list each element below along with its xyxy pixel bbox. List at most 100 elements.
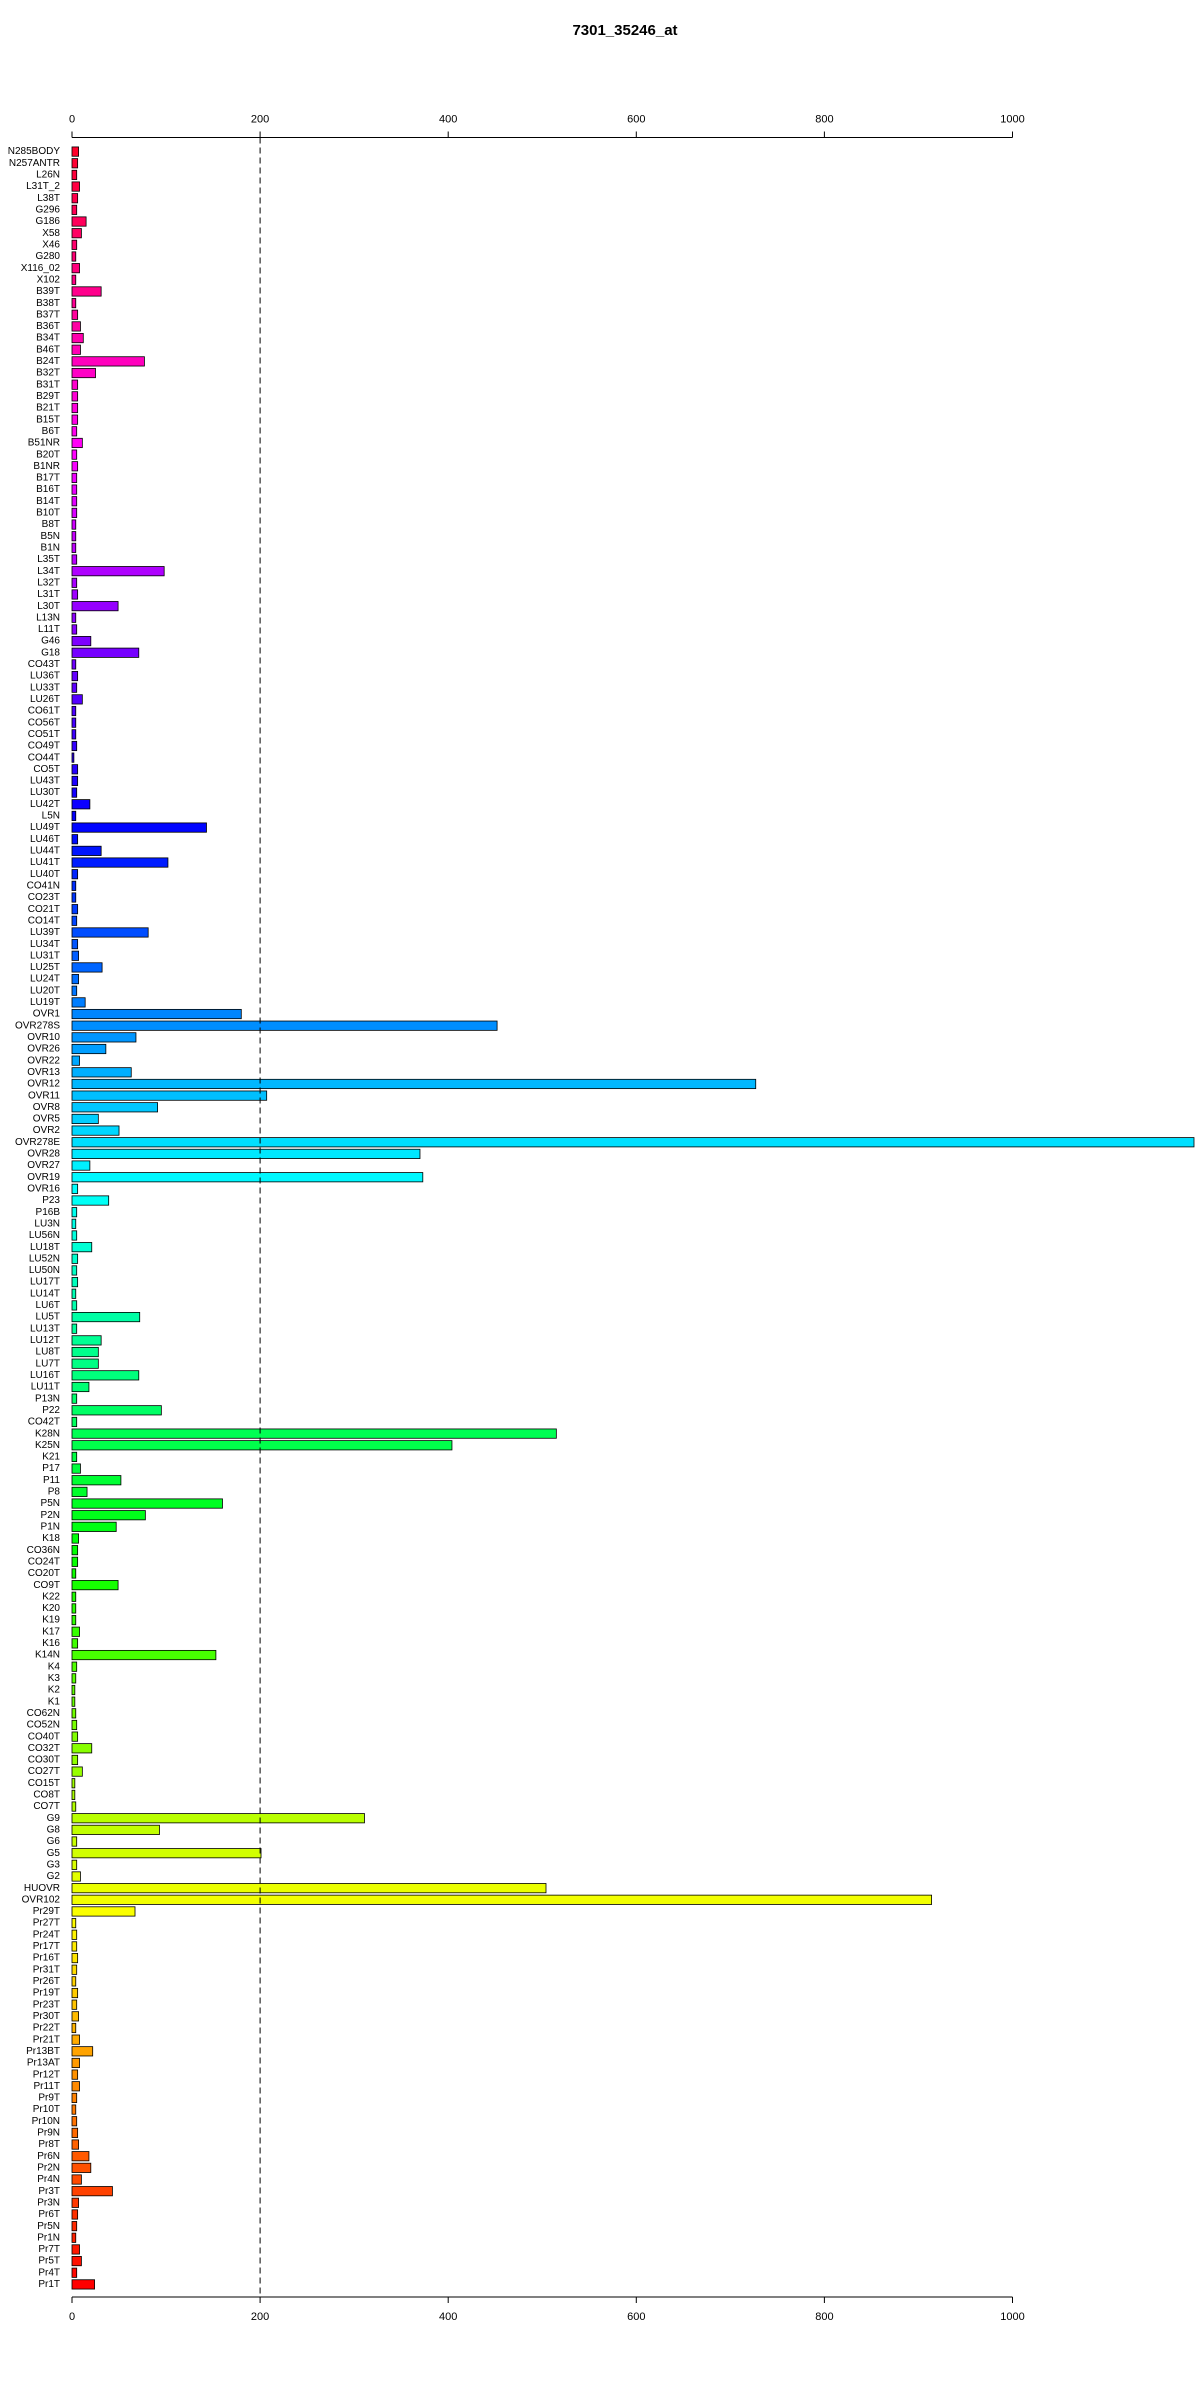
y-tick-label: B14T bbox=[36, 496, 60, 507]
y-tick-label: Pr4N bbox=[37, 2174, 60, 2185]
y-tick-label: Pr5T bbox=[38, 2256, 60, 2267]
y-tick-label: P22 bbox=[42, 1405, 60, 1416]
bar bbox=[71, 1043, 107, 1055]
bar bbox=[71, 1358, 99, 1369]
bar bbox=[71, 834, 79, 845]
bar bbox=[71, 146, 79, 157]
bar bbox=[71, 402, 79, 414]
y-tick-label: B51NR bbox=[28, 438, 60, 449]
bar bbox=[71, 1615, 77, 1626]
bar bbox=[71, 344, 81, 355]
bar bbox=[71, 1020, 498, 1031]
bar bbox=[71, 239, 78, 250]
bar bbox=[71, 857, 169, 868]
y-tick-label: CO14T bbox=[28, 915, 60, 926]
x-tick-label: 1000 bbox=[1000, 2311, 1024, 2323]
bar bbox=[71, 1848, 262, 1859]
y-tick-label: L38T bbox=[37, 193, 60, 204]
bar bbox=[71, 228, 82, 239]
bar bbox=[71, 1684, 76, 1696]
bar bbox=[71, 2221, 78, 2232]
bar bbox=[71, 158, 79, 169]
y-tick-label: OVR1 bbox=[33, 1009, 61, 1020]
y-tick-label: LU3N bbox=[34, 1218, 60, 1229]
y-tick-label: Pr1N bbox=[37, 2232, 60, 2243]
bar bbox=[71, 822, 207, 833]
y-tick-label: HUOVR bbox=[24, 1883, 60, 1894]
bar bbox=[71, 880, 77, 891]
y-tick-label: Pr30T bbox=[33, 2011, 60, 2022]
bar bbox=[71, 1230, 78, 1241]
bar bbox=[71, 904, 79, 915]
y-tick-label: G296 bbox=[36, 205, 61, 216]
bar bbox=[71, 1580, 119, 1591]
y-tick-label: L32T bbox=[37, 577, 60, 588]
bar bbox=[71, 181, 80, 192]
y-tick-label: Pr8T bbox=[38, 2139, 60, 2150]
bar bbox=[71, 717, 77, 728]
y-tick-label: G6 bbox=[47, 1836, 61, 1847]
y-tick-label: CO61T bbox=[28, 706, 60, 717]
y-tick-label: OVR278E bbox=[15, 1137, 60, 1148]
y-tick-label: Pr3T bbox=[38, 2186, 60, 2197]
y-tick-label: G9 bbox=[47, 1813, 61, 1824]
bar bbox=[71, 985, 78, 996]
y-tick-label: Pr24T bbox=[33, 1929, 60, 1940]
y-tick-label: Pr31T bbox=[33, 1964, 60, 1975]
y-tick-label: OVR12 bbox=[27, 1079, 60, 1090]
bar bbox=[71, 601, 119, 612]
bar bbox=[71, 2069, 79, 2080]
bar bbox=[71, 204, 78, 215]
y-tick-label: P17 bbox=[42, 1463, 60, 1474]
y-tick-label: L35T bbox=[37, 554, 60, 565]
bar bbox=[71, 519, 77, 530]
y-tick-label: B16T bbox=[36, 484, 60, 495]
bar bbox=[71, 636, 92, 647]
x-tick-label: 0 bbox=[69, 2311, 75, 2323]
bar bbox=[71, 1964, 78, 1975]
y-tick-label: P16B bbox=[36, 1207, 61, 1218]
y-tick-label: K17 bbox=[42, 1626, 60, 1637]
bar bbox=[71, 1603, 77, 1614]
y-tick-label: LU42T bbox=[30, 799, 60, 810]
y-tick-label: B20T bbox=[36, 449, 60, 460]
bar bbox=[71, 1440, 453, 1451]
y-tick-label: LU8T bbox=[36, 1347, 60, 1358]
y-tick-label: CO32T bbox=[28, 1743, 60, 1754]
bar bbox=[71, 612, 77, 623]
y-tick-label: B37T bbox=[36, 309, 60, 320]
y-tick-label: Pr26T bbox=[33, 1976, 60, 1987]
bar bbox=[71, 1323, 78, 1334]
bar bbox=[71, 1148, 421, 1159]
bar bbox=[71, 1288, 77, 1299]
bar bbox=[71, 2116, 78, 2127]
y-tick-label: Pr12T bbox=[33, 2069, 60, 2080]
bar bbox=[71, 1929, 78, 1940]
y-tick-label: LU30T bbox=[30, 787, 60, 798]
y-tick-label: L11T bbox=[38, 624, 60, 635]
bar bbox=[71, 1486, 88, 1497]
y-tick-label: B6T bbox=[42, 426, 60, 437]
y-tick-label: B36T bbox=[36, 321, 60, 332]
y-tick-label: B10T bbox=[36, 508, 60, 519]
bar bbox=[71, 274, 77, 285]
y-tick-label: CO42T bbox=[28, 1417, 60, 1428]
y-tick-label: OVR8 bbox=[33, 1102, 61, 1113]
y-tick-label: CO23T bbox=[28, 892, 60, 903]
bar bbox=[71, 1731, 79, 1742]
bar bbox=[71, 1766, 83, 1777]
x-tick-label: 1000 bbox=[1000, 113, 1024, 125]
bar bbox=[71, 1277, 79, 1288]
bar bbox=[71, 2139, 79, 2150]
bar bbox=[71, 1918, 77, 1929]
bar bbox=[71, 647, 140, 658]
y-tick-label: K1 bbox=[48, 1696, 61, 1707]
y-tick-label: CO62N bbox=[27, 1708, 60, 1719]
y-tick-label: Pr21T bbox=[33, 2034, 60, 2045]
bar bbox=[71, 659, 77, 670]
y-tick-label: OVR102 bbox=[22, 1894, 61, 1905]
y-tick-label: LU7T bbox=[36, 1358, 60, 1369]
x-tick-label: 600 bbox=[627, 113, 645, 125]
x-tick-label: 0 bbox=[69, 113, 75, 125]
y-tick-label: P13N bbox=[35, 1393, 60, 1404]
